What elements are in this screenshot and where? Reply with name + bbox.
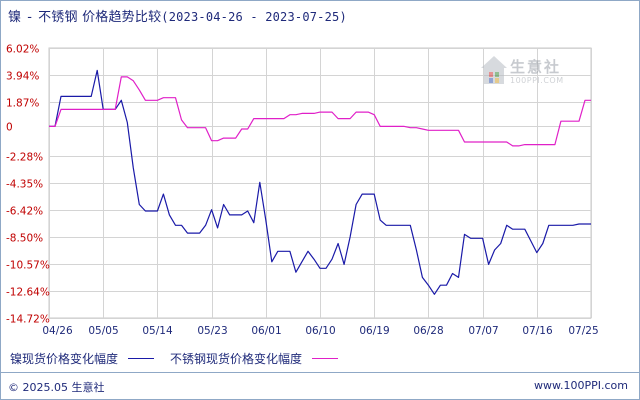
title-commodity-1: 镍 bbox=[8, 10, 22, 25]
footer-copyright: © 2025.05 生意社 bbox=[8, 381, 105, 394]
x-tick-label: 06/28 bbox=[413, 325, 443, 337]
legend-label-series-2: 不锈钢现货价格变化幅度 bbox=[170, 352, 303, 366]
legend-swatch-series-2 bbox=[312, 358, 339, 359]
x-tick-label: 05/23 bbox=[197, 325, 227, 337]
x-tick-label: 05/05 bbox=[88, 325, 118, 337]
y-tick-label: -10.57% bbox=[6, 260, 50, 272]
x-tick-label: 07/25 bbox=[568, 325, 598, 337]
footer: © 2025.05 生意社 www.100PPI.com bbox=[8, 379, 632, 395]
y-tick-label: -8.50% bbox=[6, 233, 43, 245]
watermark-name: 生意社 bbox=[510, 58, 562, 76]
x-tick-label: 04/26 bbox=[42, 325, 73, 337]
y-tick-label: -14.72% bbox=[6, 314, 50, 326]
legend-swatch-series-1 bbox=[128, 358, 155, 359]
x-tick-label: 06/01 bbox=[251, 325, 281, 337]
title-separator: - bbox=[27, 10, 33, 25]
series-line-1 bbox=[49, 69, 591, 295]
watermark-url: 100PPI.COM bbox=[510, 76, 564, 85]
house-logo-icon bbox=[481, 56, 507, 84]
footer-site-link[interactable]: www.100PPI.com bbox=[534, 379, 628, 392]
x-tick-label: 05/14 bbox=[142, 325, 173, 337]
y-tick-label: -4.35% bbox=[6, 179, 43, 191]
y-tick-label: -2.28% bbox=[6, 152, 43, 164]
y-tick-label: 0 bbox=[6, 122, 13, 134]
x-axis-ticks: 04/26 05/05 05/14 05/23 06/01 06/10 06/19 06/28… bbox=[42, 325, 598, 337]
x-tick-label: 06/10 bbox=[305, 325, 335, 337]
grid-lines bbox=[48, 47, 592, 319]
x-tick-label: 07/16 bbox=[522, 325, 553, 337]
legend-label-series-1: 镍现货价格变化幅度 bbox=[10, 352, 119, 366]
footer-divider bbox=[0, 372, 640, 373]
x-tick-label: 06/19 bbox=[359, 325, 389, 337]
title-suffix: 价格趋势比较 bbox=[82, 10, 162, 25]
y-tick-label: -12.64% bbox=[6, 287, 50, 299]
title-date-range: (2023-04-26 - 2023-07-25) bbox=[161, 10, 347, 24]
y-tick-label: 3.94% bbox=[6, 71, 39, 83]
watermark-logo: 生意社 100PPI.COM bbox=[480, 54, 580, 94]
y-tick-label: -6.42% bbox=[6, 206, 43, 218]
chart-title: 镍 - 不锈钢 价格趋势比较(2023-04-26 - 2023-07-25) bbox=[8, 6, 347, 25]
x-tick-label: 07/07 bbox=[468, 325, 498, 337]
y-axis-ticks: 6.02% 3.94% 1.87% 0 -2.28% -4.35% -6.42% -8.50%… bbox=[6, 44, 50, 326]
title-commodity-2: 不锈钢 bbox=[38, 10, 78, 25]
y-tick-label: 1.87% bbox=[6, 98, 39, 110]
series-lines bbox=[49, 69, 591, 295]
series-line-2 bbox=[49, 76, 591, 147]
y-tick-label: 6.02% bbox=[6, 44, 39, 56]
legend: 镍现货价格变化幅度 不锈钢现货价格变化幅度 bbox=[10, 350, 348, 367]
